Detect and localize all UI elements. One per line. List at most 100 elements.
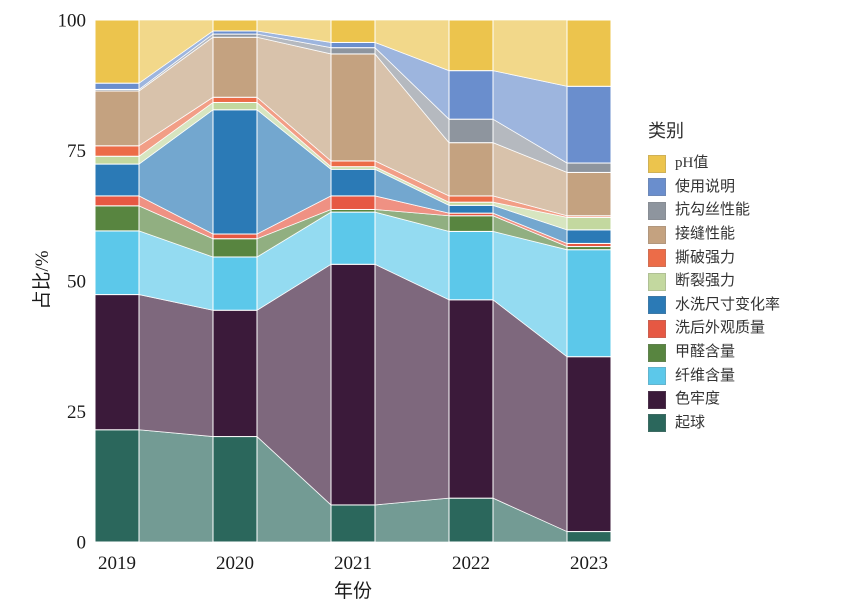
- legend-swatch: [648, 225, 666, 244]
- year-bar-segment: [330, 47, 376, 55]
- year-bar-segment: [330, 263, 376, 506]
- legend-item: 纤维含量: [648, 364, 828, 388]
- legend-item: 接缝性能: [648, 223, 828, 247]
- year-bar-segment: [566, 162, 612, 173]
- y-tick-label: 50: [67, 272, 86, 293]
- flow-band: [374, 263, 450, 506]
- legend-swatch: [648, 178, 666, 197]
- legend-item-label: 撕破强力: [675, 249, 736, 266]
- legend-item-label: 纤维含量: [675, 367, 736, 384]
- year-bar-segment: [566, 229, 612, 244]
- legend-swatch: [648, 249, 666, 268]
- year-bar-segment: [448, 497, 494, 543]
- x-tick-label: 2021: [334, 553, 372, 574]
- legend-item: 洗后外观质量: [648, 317, 828, 341]
- legend-swatch: [648, 343, 666, 362]
- year-bar-segment: [212, 36, 258, 98]
- year-bar-segment: [330, 19, 376, 43]
- y-tick-label: 100: [58, 11, 87, 32]
- year-bar-segment: [94, 429, 140, 543]
- year-bar-segment: [448, 142, 494, 197]
- legend-item: 使用说明: [648, 176, 828, 200]
- year-bar-segment: [94, 195, 140, 207]
- legend-item: 甲醛含量: [648, 341, 828, 365]
- year-bar-segment: [94, 294, 140, 431]
- year-bar-segment: [448, 204, 494, 214]
- year-bar-segment: [330, 211, 376, 265]
- legend-swatch: [648, 319, 666, 338]
- year-bar-segment: [330, 504, 376, 543]
- year-bar-segment: [566, 171, 612, 217]
- x-axis-title: 年份: [333, 581, 372, 600]
- flow-band: [138, 294, 214, 437]
- legend-item-label: 洗后外观质量: [675, 320, 766, 337]
- y-tick-label: 0: [77, 533, 87, 554]
- legend-item-label: 使用说明: [675, 178, 736, 195]
- flow-band: [138, 429, 214, 543]
- year-bar-segment: [94, 230, 140, 296]
- year-bar-segment: [212, 19, 258, 32]
- year-bar-segment: [94, 163, 140, 197]
- year-bar-segment: [448, 118, 494, 144]
- legend-item-label: 接缝性能: [675, 226, 736, 243]
- legend-item: 色牢度: [648, 388, 828, 412]
- legend-swatch: [648, 272, 666, 291]
- year-bar-segment: [94, 19, 140, 84]
- legend-item-label: 水洗尺寸变化率: [675, 296, 781, 313]
- year-bar-segment: [330, 41, 376, 49]
- legend-swatch: [648, 296, 666, 315]
- year-bar-segment: [566, 216, 612, 231]
- year-bar-segment: [94, 145, 140, 157]
- year-bar-segment: [448, 19, 494, 72]
- year-bar-segment: [212, 109, 258, 235]
- legend-item: 抗勾丝性能: [648, 199, 828, 223]
- legend-item: 起球: [648, 412, 828, 436]
- year-bar-segment: [212, 238, 258, 258]
- year-bar-segment: [448, 230, 494, 301]
- year-bar-segment: [330, 168, 376, 197]
- legend-item-label: 断裂强力: [675, 273, 736, 290]
- year-bar-segment: [448, 195, 494, 203]
- legend-swatch: [648, 201, 666, 220]
- year-bar-segment: [448, 299, 494, 499]
- year-bar-segment: [566, 356, 612, 533]
- year-bar-segment: [212, 256, 258, 311]
- year-bar-segment: [94, 155, 140, 165]
- legend-item: 水洗尺寸变化率: [648, 294, 828, 318]
- legend-title: 类别: [648, 121, 684, 141]
- x-tick-label: 2019: [98, 553, 136, 574]
- legend-swatch: [648, 414, 666, 433]
- flow-band: [374, 497, 450, 543]
- year-bar-segment: [448, 215, 494, 232]
- year-bar-segment: [566, 531, 612, 543]
- year-bar-segment: [330, 53, 376, 162]
- year-bar-segment: [448, 70, 494, 120]
- x-tick-label: 2020: [216, 553, 254, 574]
- year-bar-segment: [212, 96, 258, 103]
- year-bar-segment: [330, 160, 376, 168]
- year-bar-segment: [566, 19, 612, 87]
- x-tick-label: 2023: [570, 553, 608, 574]
- legend-swatch: [648, 154, 666, 173]
- year-bar-segment: [212, 309, 258, 438]
- legend-swatch: [648, 390, 666, 409]
- year-bar-segment: [566, 249, 612, 358]
- legend-item: pH值: [648, 152, 828, 176]
- y-tick-label: 75: [67, 141, 86, 162]
- year-bar-segment: [94, 90, 140, 147]
- legend-swatch: [648, 367, 666, 386]
- year-bar-segment: [330, 195, 376, 210]
- legend: 类别 pH值使用说明抗勾丝性能接缝性能撕破强力断裂强力水洗尺寸变化率 洗后外观质量…: [648, 117, 828, 435]
- legend-item-label: 甲醛含量: [675, 344, 736, 361]
- year-bar-segment: [94, 82, 140, 90]
- year-bar-segment: [212, 233, 258, 240]
- year-bar-segment: [566, 85, 612, 164]
- legend-item: 断裂强力: [648, 270, 828, 294]
- year-bar-segment: [212, 101, 258, 111]
- legend-item-label: 抗勾丝性能: [675, 202, 751, 219]
- year-bar-segment: [212, 436, 258, 543]
- legend-item-label: pH值: [675, 155, 709, 172]
- year-bar-segment: [94, 205, 140, 232]
- legend-item-label: 起球: [675, 414, 706, 431]
